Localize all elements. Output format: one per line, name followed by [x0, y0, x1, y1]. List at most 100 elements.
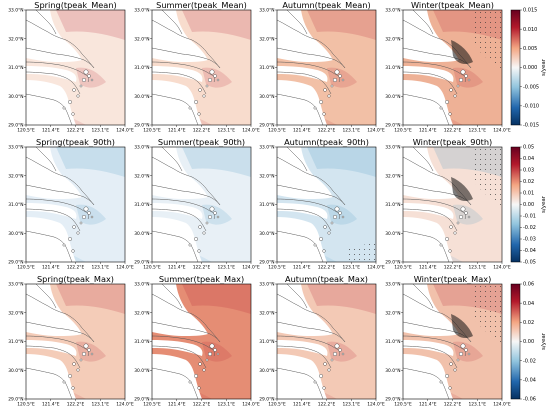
island [445, 100, 449, 104]
island [209, 69, 215, 75]
land-middle [26, 66, 77, 82]
coastline [277, 19, 346, 69]
lat-tick-label: 29.0°N [8, 123, 23, 129]
island [208, 351, 213, 356]
land-south [277, 354, 327, 399]
land-south [26, 217, 76, 262]
island [213, 211, 217, 215]
land-north [26, 284, 82, 336]
lon-tick-label: 120.5°E [17, 128, 35, 134]
lat-tick-label: 29.0°N [385, 397, 400, 403]
coastline [277, 230, 324, 262]
land-south [152, 80, 202, 125]
panel-title: Summer(tpeak_Mean) [156, 0, 247, 10]
lon-tick-label: 122.2°E [193, 402, 211, 408]
island [90, 352, 94, 356]
lon-tick-label: 121.4°E [293, 265, 311, 271]
lon-tick-label: 124.0°E [367, 265, 385, 271]
lon-tick-label: 121.4°E [419, 128, 437, 134]
significance-stipple [473, 10, 502, 70]
land-middle [26, 203, 77, 219]
coastline [26, 71, 81, 95]
coastline [152, 19, 221, 69]
significance-stipple [347, 243, 376, 262]
lat-tick-label: 33.0°N [134, 145, 149, 151]
coastline [152, 321, 221, 343]
lat-tick-label: 32.0°N [134, 310, 149, 316]
lon-tick-label: 121.4°E [419, 402, 437, 408]
island [198, 88, 202, 92]
island [202, 368, 206, 372]
coastline [161, 147, 183, 172]
colorbar-unit-label: s/year [541, 195, 547, 213]
lon-tick-label: 123.1°E [217, 128, 235, 134]
land-middle [277, 66, 328, 82]
island [87, 348, 91, 352]
colorbar-tick-label: 0.03 [523, 168, 534, 174]
land-north [277, 147, 333, 199]
lon-tick-label: 123.1°E [468, 265, 486, 271]
island [333, 214, 338, 219]
island [313, 380, 317, 384]
lon-tick-label: 123.1°E [91, 265, 109, 271]
land-north [403, 284, 459, 336]
island [319, 374, 323, 378]
island [216, 215, 220, 219]
lat-tick-label: 33.0°N [385, 282, 400, 288]
land-north [152, 10, 208, 62]
coastline [403, 367, 450, 399]
panel-title: Spring(tpeak_Mean) [34, 0, 116, 10]
lon-tick-label: 120.5°E [17, 265, 35, 271]
lon-tick-label: 121.4°E [42, 265, 60, 271]
lon-tick-label: 124.0°E [367, 128, 385, 134]
island [449, 88, 453, 92]
lon-tick-label: 122.2°E [67, 402, 85, 408]
panel-title: Autumn(tpeak_Mean) [282, 0, 370, 10]
lon-tick-label: 120.5°E [394, 265, 412, 271]
island [198, 362, 202, 366]
lon-tick-label: 123.1°E [342, 402, 360, 408]
colorbar: 0.06 0.04 0.02 0.00 -0.02 -0.04 -0.06 s/year [510, 282, 547, 403]
lat-tick-label: 31.0°N [385, 202, 400, 208]
coastline [403, 230, 450, 262]
colorbar-tick-label: 0.04 [523, 156, 534, 162]
coastline [277, 184, 346, 206]
lon-tick-label: 123.1°E [468, 128, 486, 134]
lat-tick-label: 30.0°N [385, 231, 400, 237]
island [71, 112, 75, 116]
lat-tick-label: 29.0°N [134, 123, 149, 129]
island [449, 362, 453, 366]
lat-tick-label: 31.0°N [259, 202, 274, 208]
island [341, 215, 345, 219]
lat-tick-label: 29.0°N [8, 260, 23, 266]
island [209, 206, 215, 212]
island [82, 351, 87, 356]
lon-tick-label: 122.2°E [193, 128, 211, 134]
coastline [152, 184, 221, 206]
island [333, 351, 338, 356]
lat-tick-label: 32.0°N [385, 173, 400, 179]
coastline [286, 284, 308, 309]
island [188, 106, 192, 110]
lon-tick-label: 122.2°E [318, 402, 336, 408]
lat-tick-label: 30.0°N [134, 368, 149, 374]
map-panel: Autumn(tpeak_90th) 33.0°N 32.0°N 31.0°N 30.0… [259, 137, 385, 271]
island [62, 380, 66, 384]
lat-tick-label: 29.0°N [8, 397, 23, 403]
lat-tick-label: 29.0°N [259, 260, 274, 266]
island [216, 78, 220, 82]
map-panel: Winter(tpeak_Mean) 33.0°N 32.0°N 31.0°N 30.0… [385, 0, 511, 134]
lon-tick-label: 123.1°E [91, 128, 109, 134]
lon-tick-label: 123.1°E [217, 402, 235, 408]
island [323, 362, 327, 366]
coastline [286, 147, 308, 172]
coastline [26, 93, 73, 125]
island [76, 231, 80, 235]
island [459, 77, 464, 82]
lat-tick-label: 29.0°N [385, 260, 400, 266]
island [62, 243, 66, 247]
coastline [152, 47, 221, 69]
map-panel: Autumn(tpeak_Mean) 33.0°N 32.0°N 31.0°N 30.0… [259, 0, 385, 134]
lat-tick-label: 32.0°N [259, 310, 274, 316]
